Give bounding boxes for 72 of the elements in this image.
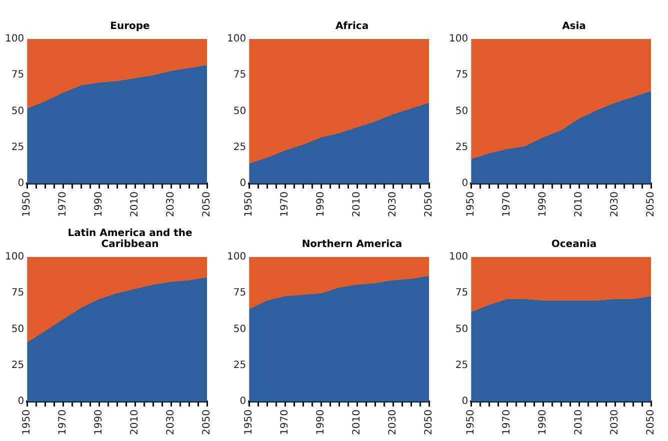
y-tick-label: 25 xyxy=(233,360,246,372)
x-tick-label: 1990 xyxy=(538,410,549,436)
x-tick-label: 1950 xyxy=(466,410,477,436)
y-tick-label: 100 xyxy=(4,34,24,45)
y-tick-label: 100 xyxy=(4,252,24,263)
y-tick-label: 0 xyxy=(240,178,246,190)
y-tick-label: 100 xyxy=(226,34,246,45)
y-tick-label: 0 xyxy=(18,396,24,408)
y-tick-label: 50 xyxy=(11,106,24,117)
y-tick-label: 25 xyxy=(455,142,468,154)
y-tick-label: 25 xyxy=(11,360,24,372)
x-tick-label: 2050 xyxy=(646,192,657,218)
y-tick-label: 75 xyxy=(455,70,468,81)
x-tick-label: 2010 xyxy=(574,192,585,218)
x-tick-label: 1950 xyxy=(22,192,33,218)
x-tick-label: 1990 xyxy=(538,192,549,218)
chart-title: Asia xyxy=(561,20,587,32)
x-tick-label: 1990 xyxy=(94,410,105,436)
y-tick-label: 75 xyxy=(233,70,246,81)
y-tick-label: 50 xyxy=(455,106,468,117)
x-tick-label: 1970 xyxy=(502,410,513,436)
x-tick-label: 2050 xyxy=(424,410,435,436)
chart-title: Latin America and the Caribbean xyxy=(66,227,194,250)
x-tick-label: 1970 xyxy=(502,192,513,218)
x-tick-label: 2050 xyxy=(202,192,213,218)
x-tick-label: 1970 xyxy=(58,192,69,218)
x-tick-label: 2030 xyxy=(166,410,177,436)
x-tick-label: 2030 xyxy=(388,192,399,218)
x-tick-label: 1990 xyxy=(316,192,327,218)
x-tick-label: 1950 xyxy=(22,410,33,436)
y-tick-label: 0 xyxy=(462,396,468,408)
x-tick-label: 1950 xyxy=(466,192,477,218)
chart-title: Europe xyxy=(109,20,151,32)
x-tick-label: 2030 xyxy=(166,192,177,218)
x-tick-label: 1970 xyxy=(58,410,69,436)
x-tick-label: 1990 xyxy=(94,192,105,218)
x-tick-label: 2010 xyxy=(130,410,141,436)
y-tick-label: 75 xyxy=(455,288,468,299)
x-tick-label: 1970 xyxy=(280,410,291,436)
y-tick-label: 25 xyxy=(455,360,468,372)
x-tick-label: 2010 xyxy=(130,192,141,218)
x-tick-label: 2010 xyxy=(574,410,585,436)
x-tick-label: 2030 xyxy=(388,410,399,436)
y-tick-label: 100 xyxy=(448,34,468,45)
x-tick-label: 2010 xyxy=(352,410,363,436)
x-tick-label: 2030 xyxy=(610,410,621,436)
x-tick-label: 2050 xyxy=(202,410,213,436)
y-tick-label: 0 xyxy=(18,178,24,190)
y-tick-label: 100 xyxy=(448,252,468,263)
chart-title: Northern America xyxy=(300,238,404,250)
y-tick-label: 75 xyxy=(11,288,24,299)
y-tick-label: 50 xyxy=(233,106,246,117)
x-tick-label: 2030 xyxy=(610,192,621,218)
y-tick-label: 0 xyxy=(462,178,468,190)
x-tick-label: 2050 xyxy=(424,192,435,218)
y-tick-label: 25 xyxy=(11,142,24,154)
y-tick-label: 25 xyxy=(233,142,246,154)
y-tick-label: 50 xyxy=(11,324,24,335)
x-tick-label: 2050 xyxy=(646,410,657,436)
x-tick-label: 1950 xyxy=(244,192,255,218)
x-tick-label: 1950 xyxy=(244,410,255,436)
x-tick-label: 1990 xyxy=(316,410,327,436)
x-tick-label: 2010 xyxy=(352,192,363,218)
y-tick-label: 75 xyxy=(11,70,24,81)
chart-title: Africa xyxy=(334,20,370,32)
chart-title: Oceania xyxy=(550,238,598,250)
x-tick-label: 1970 xyxy=(280,192,291,218)
y-tick-label: 75 xyxy=(233,288,246,299)
y-tick-label: 100 xyxy=(226,252,246,263)
y-tick-label: 50 xyxy=(455,324,468,335)
y-tick-label: 50 xyxy=(233,324,246,335)
y-tick-label: 0 xyxy=(240,396,246,408)
